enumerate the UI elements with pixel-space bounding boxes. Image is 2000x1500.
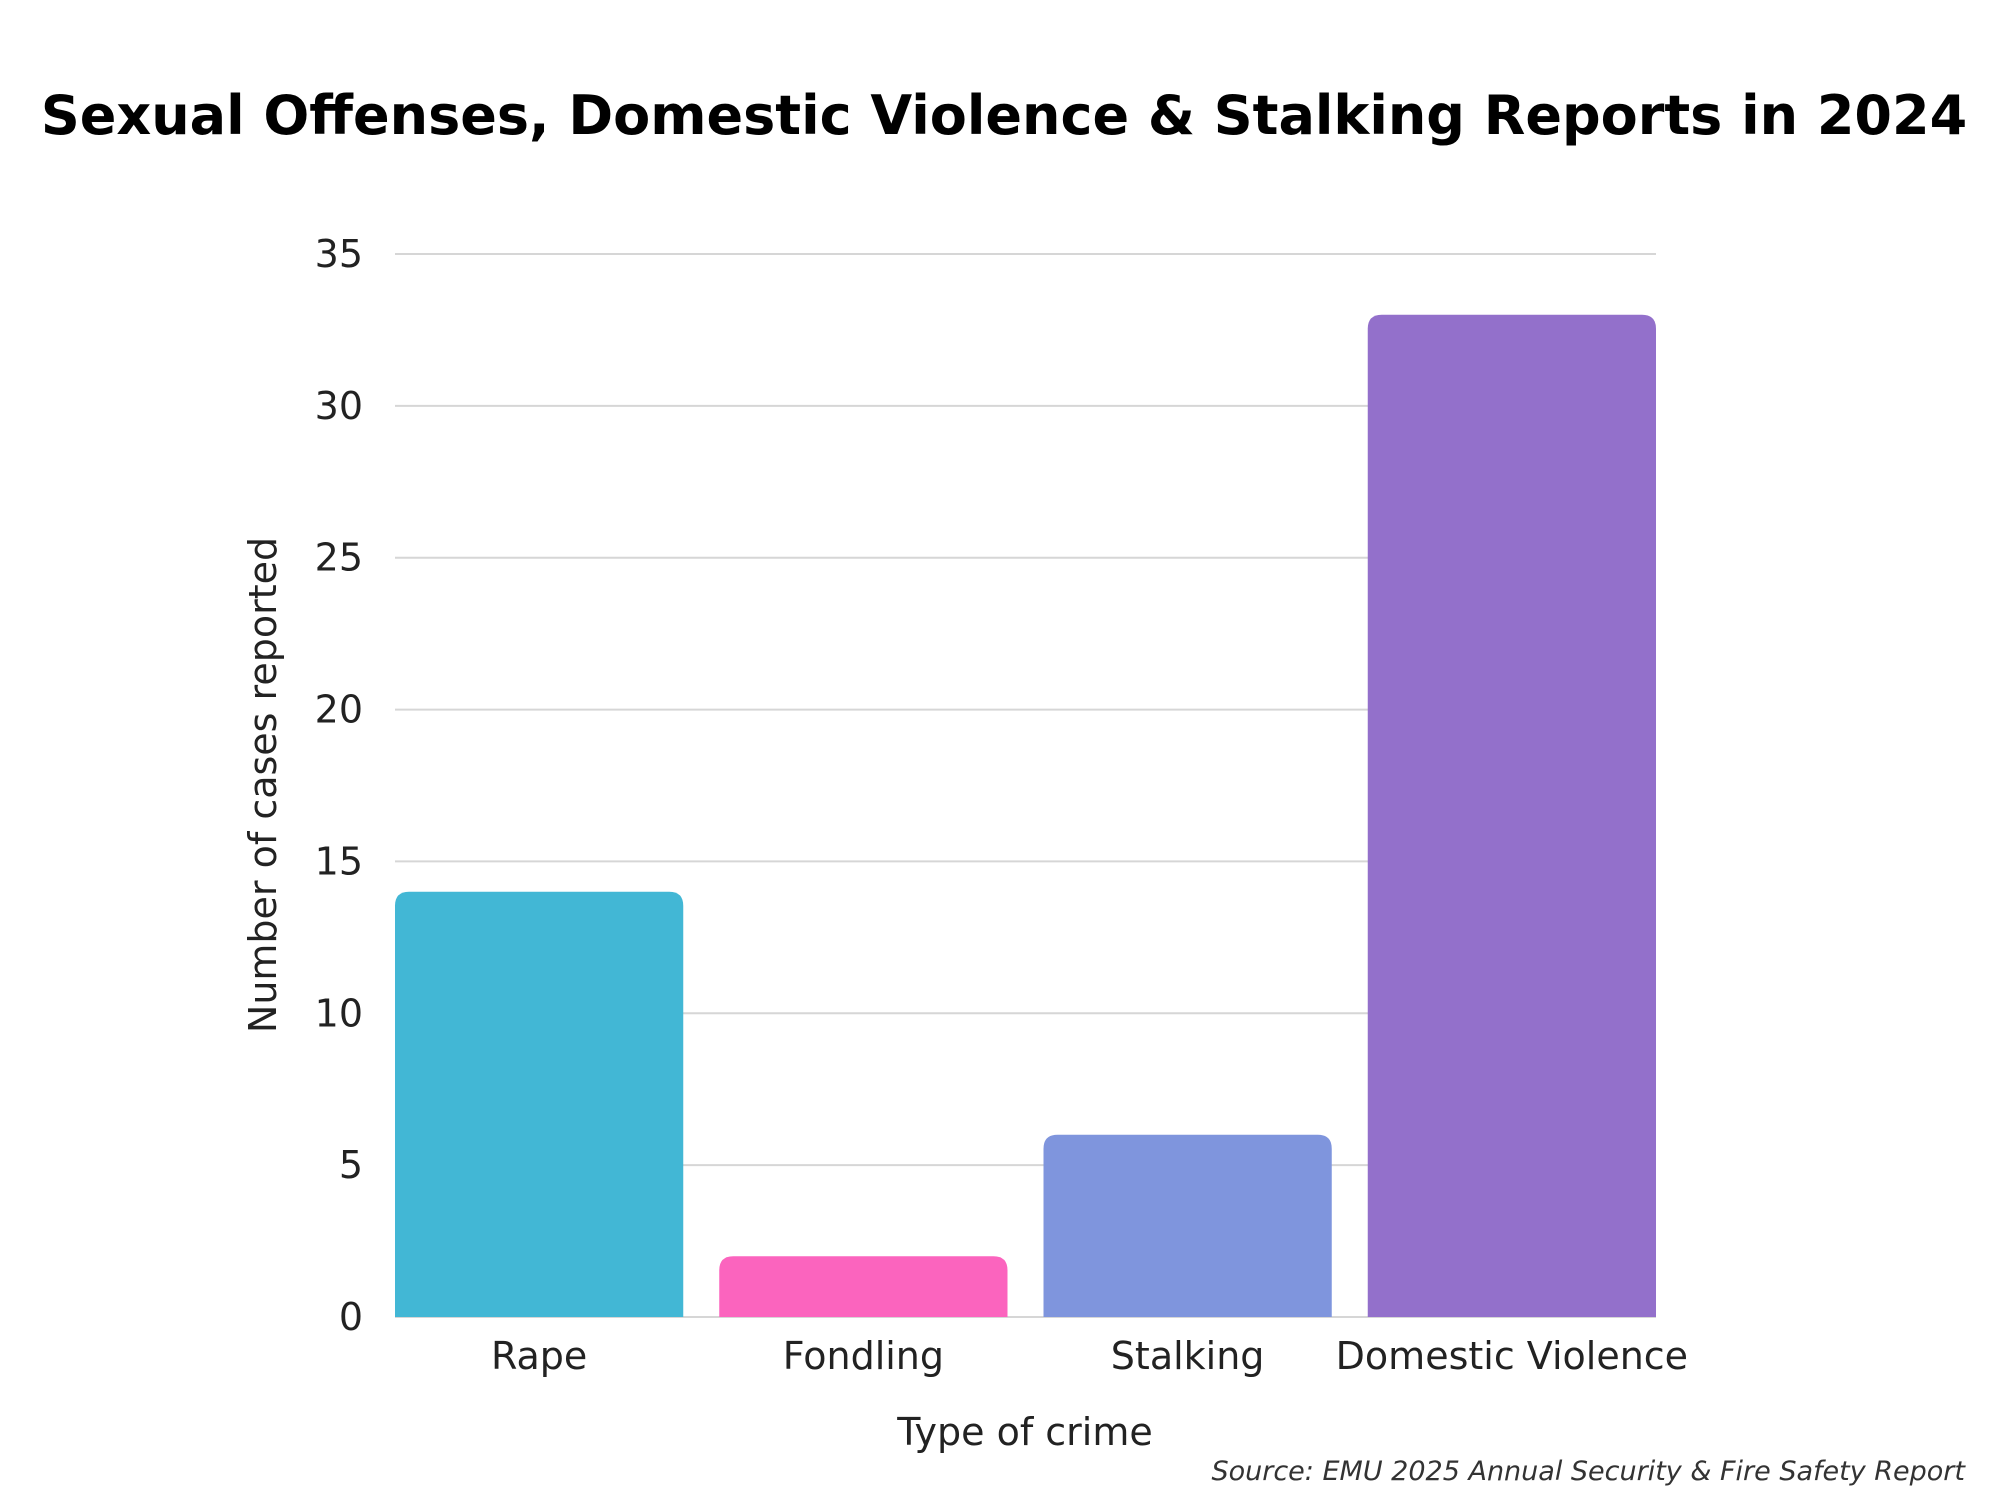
x-tick-label: Fondling <box>783 1334 944 1378</box>
y-tick-label: 0 <box>339 1295 363 1339</box>
y-tick-label: 25 <box>315 536 363 580</box>
y-axis-label: Number of cases reported <box>241 537 285 1033</box>
bars <box>395 314 1656 1317</box>
bar-stalking <box>1043 1134 1332 1317</box>
y-tick-label: 35 <box>315 232 363 276</box>
x-axis-labels: Rape Fondling Stalking Domestic Violence <box>491 1334 1688 1378</box>
x-tick-label: Rape <box>491 1334 587 1378</box>
x-axis-label: Type of crime <box>896 1410 1153 1454</box>
y-tick-label: 30 <box>315 384 363 428</box>
y-tick-label: 10 <box>315 991 363 1035</box>
source-note: Source: EMU 2025 Annual Security & Fire … <box>1211 1456 1966 1487</box>
y-axis-ticks: 0 5 10 15 20 25 30 35 <box>315 232 363 1339</box>
bar-domestic-violence <box>1367 314 1656 1317</box>
bar-rape <box>395 891 684 1317</box>
y-tick-label: 20 <box>315 688 363 732</box>
bar-fondling <box>719 1256 1008 1317</box>
x-tick-label: Domestic Violence <box>1336 1334 1688 1378</box>
y-tick-label: 15 <box>315 839 363 883</box>
x-tick-label: Stalking <box>1111 1334 1265 1378</box>
y-tick-label: 5 <box>339 1143 363 1187</box>
chart-title: Sexual Offenses, Domestic Violence & Sta… <box>41 84 1967 147</box>
